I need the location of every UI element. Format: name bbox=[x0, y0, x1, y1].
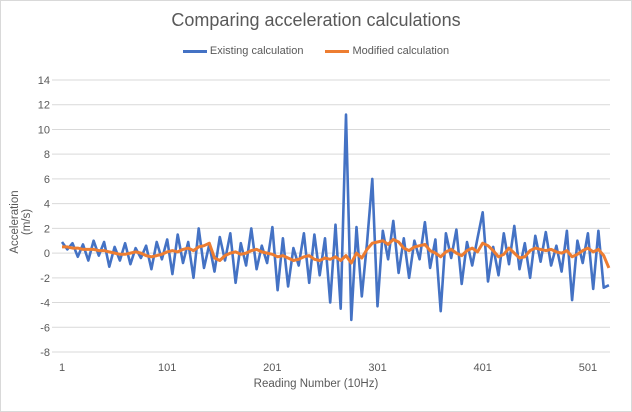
y-tick-label: 10 bbox=[38, 124, 50, 136]
legend-item-existing: Existing calculation bbox=[182, 45, 304, 57]
series-line-modified bbox=[62, 238, 611, 269]
legend-swatch-existing bbox=[182, 49, 207, 53]
legend-label-modified: Modified calculation bbox=[352, 45, 450, 57]
legend-item-modified: Modified calculation bbox=[325, 45, 449, 57]
y-tick-label: 6 bbox=[44, 174, 50, 186]
x-tick-label: 301 bbox=[368, 362, 386, 374]
y-tick-label: 0 bbox=[44, 248, 50, 260]
legend-label-existing: Existing calculation bbox=[209, 45, 304, 57]
x-tick-label: 101 bbox=[158, 362, 176, 374]
y-tick-label: -4 bbox=[40, 298, 50, 310]
y-tick-label: -6 bbox=[40, 322, 50, 334]
series-line-existing bbox=[60, 113, 610, 322]
x-axis-label: Reading Number (10Hz) bbox=[253, 378, 379, 390]
y-tick-label: 4 bbox=[44, 199, 50, 211]
legend: Existing calculation Modified calculatio… bbox=[0, 45, 632, 57]
y-tick-label: -8 bbox=[40, 347, 50, 359]
y-tick-label: 12 bbox=[38, 100, 50, 112]
x-tick-label: 201 bbox=[263, 362, 281, 374]
y-tick-label: 14 bbox=[38, 75, 50, 87]
x-tick-label: 401 bbox=[474, 362, 492, 374]
y-tick-label: 8 bbox=[44, 149, 50, 161]
x-tick-label: 501 bbox=[579, 362, 597, 374]
y-tick-label: -2 bbox=[40, 273, 50, 285]
y-tick-label: 2 bbox=[44, 223, 50, 235]
x-tick-label: 1 bbox=[59, 362, 65, 374]
legend-swatch-modified bbox=[325, 49, 350, 53]
chart-title: Comparing acceleration calculations bbox=[171, 10, 461, 30]
y-axis-label: Acceleration (m/s) bbox=[9, 190, 33, 254]
